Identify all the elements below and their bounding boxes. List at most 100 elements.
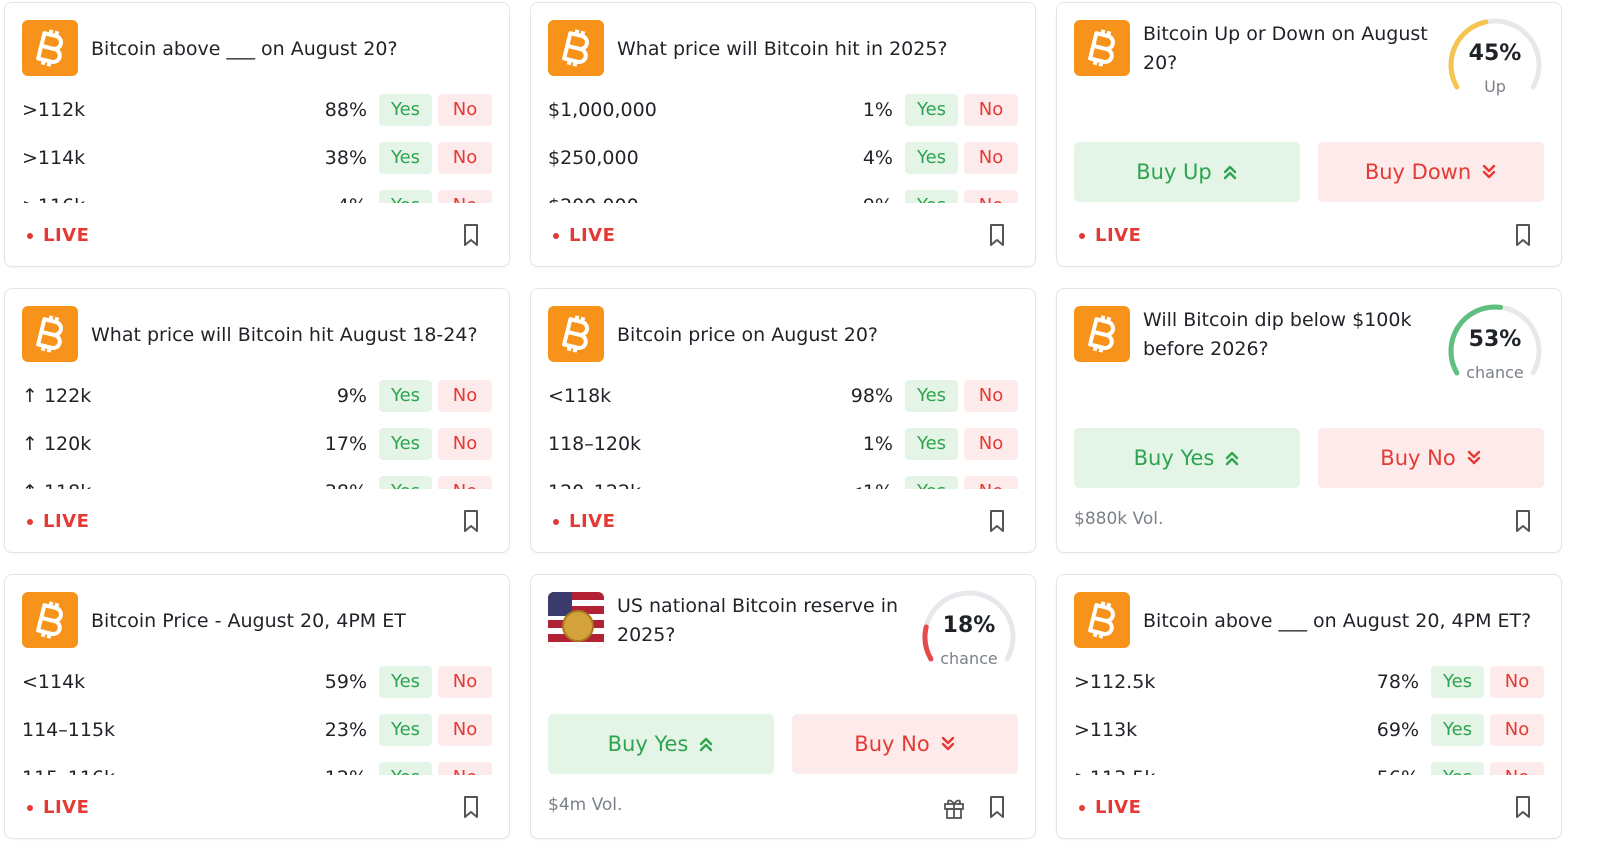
- buy-up-button[interactable]: Buy Yes: [548, 714, 774, 774]
- no-button[interactable]: No: [1490, 714, 1544, 746]
- yes-button[interactable]: Yes: [1431, 762, 1484, 775]
- outcome-label: >116k: [22, 195, 297, 203]
- no-button[interactable]: No: [438, 190, 492, 203]
- market-icon: [1074, 592, 1130, 648]
- no-button[interactable]: No: [964, 380, 1018, 412]
- bookmark-icon: [1516, 224, 1530, 246]
- market-title[interactable]: What price will Bitcoin hit August 18-24…: [91, 323, 478, 346]
- no-button[interactable]: No: [964, 142, 1018, 174]
- chevron-icon: [1467, 450, 1480, 465]
- market-card[interactable]: Bitcoin above ___ on August 20? >112k 88% Y…: [4, 2, 510, 267]
- yes-button[interactable]: Yes: [1431, 666, 1484, 698]
- buy-up-button[interactable]: Buy Yes: [1074, 428, 1300, 488]
- bookmark-button[interactable]: [1513, 509, 1533, 537]
- chevron-icon: [941, 736, 954, 751]
- no-button[interactable]: No: [438, 380, 492, 412]
- bookmark-icon: [1516, 796, 1530, 818]
- market-title[interactable]: Bitcoin Up or Down on August 20?: [1143, 23, 1428, 74]
- buy-down-button[interactable]: Buy Down: [1318, 142, 1544, 202]
- market-icon: [548, 306, 604, 362]
- yes-button[interactable]: Yes: [905, 94, 958, 126]
- no-button[interactable]: No: [438, 476, 492, 489]
- yes-button[interactable]: Yes: [905, 428, 958, 460]
- no-button[interactable]: No: [1490, 666, 1544, 698]
- buy-down-button[interactable]: Buy No: [1318, 428, 1544, 488]
- market-title[interactable]: US national Bitcoin reserve in 2025?: [617, 595, 899, 646]
- yes-button[interactable]: Yes: [379, 94, 432, 126]
- bookmark-button[interactable]: [461, 795, 481, 823]
- no-button[interactable]: No: [438, 762, 492, 775]
- bookmark-button[interactable]: [461, 223, 481, 251]
- no-button[interactable]: No: [438, 714, 492, 746]
- no-button[interactable]: No: [964, 428, 1018, 460]
- market-card[interactable]: Bitcoin Up or Down on August 20? 45% Up Buy…: [1056, 2, 1562, 267]
- market-title[interactable]: What price will Bitcoin hit in 2025?: [617, 37, 948, 60]
- gauge-caption: chance: [940, 649, 998, 668]
- buy-up-button[interactable]: Buy Up: [1074, 142, 1300, 202]
- market-card[interactable]: Bitcoin Price - August 20, 4PM ET <114k 59…: [4, 574, 510, 839]
- outcome-label: >113k: [1074, 719, 1138, 741]
- no-button[interactable]: No: [964, 94, 1018, 126]
- bookmark-button[interactable]: [987, 509, 1007, 537]
- no-button[interactable]: No: [438, 94, 492, 126]
- yes-button[interactable]: Yes: [905, 142, 958, 174]
- yes-button[interactable]: Yes: [379, 476, 432, 489]
- yes-button[interactable]: Yes: [379, 142, 432, 174]
- bookmark-icon: [990, 224, 1004, 246]
- yes-button[interactable]: Yes: [1431, 714, 1484, 746]
- outcome-chance: 88%: [324, 99, 367, 121]
- yes-button[interactable]: Yes: [905, 190, 958, 203]
- outcome-label: 115–116k: [22, 767, 297, 775]
- bookmark-icon: [464, 224, 478, 246]
- market-card[interactable]: Will Bitcoin dip below $100k before 2026…: [1056, 288, 1562, 553]
- yes-button[interactable]: Yes: [905, 476, 958, 489]
- market-card[interactable]: What price will Bitcoin hit in 2025? $1,0…: [530, 2, 1036, 267]
- bookmark-button[interactable]: [461, 509, 481, 537]
- market-title[interactable]: Will Bitcoin dip below $100k before 2026…: [1143, 309, 1412, 360]
- market-card[interactable]: What price will Bitcoin hit August 18-24…: [4, 288, 510, 553]
- market-icon: [548, 592, 604, 648]
- market-card[interactable]: US national Bitcoin reserve in 2025? 18% c…: [530, 574, 1036, 839]
- outcome-chance: 4%: [862, 147, 893, 169]
- flag-icon: [548, 592, 604, 648]
- market-icon: [1074, 20, 1130, 76]
- outcome-row: $1,000,000 1% Yes No: [548, 89, 1018, 131]
- no-button[interactable]: No: [438, 666, 492, 698]
- gauge-caption: Up: [1484, 77, 1506, 96]
- buy-down-button[interactable]: Buy No: [792, 714, 1018, 774]
- yes-button[interactable]: Yes: [379, 666, 432, 698]
- market-title[interactable]: Bitcoin above ___ on August 20, 4PM ET?: [1143, 609, 1532, 632]
- no-button[interactable]: No: [438, 428, 492, 460]
- outcome-chance: 78%: [1376, 671, 1419, 693]
- button-label: Buy Yes: [607, 732, 689, 756]
- no-button[interactable]: No: [1490, 762, 1544, 775]
- outcome-row: >113.5k56% Yes No: [1074, 757, 1544, 775]
- outcome-chance: 9%: [823, 195, 893, 203]
- no-button[interactable]: No: [964, 476, 1018, 489]
- no-button[interactable]: No: [438, 142, 492, 174]
- yes-button[interactable]: Yes: [905, 380, 958, 412]
- outcome-chance: 9%: [336, 385, 367, 407]
- yes-button[interactable]: Yes: [379, 428, 432, 460]
- button-label: Buy No: [854, 732, 930, 756]
- yes-button[interactable]: Yes: [379, 762, 432, 775]
- yes-button[interactable]: Yes: [379, 380, 432, 412]
- market-title[interactable]: Bitcoin above ___ on August 20?: [91, 37, 398, 60]
- market-card[interactable]: Bitcoin price on August 20? <118k 98% Yes No…: [530, 288, 1036, 553]
- yes-button[interactable]: Yes: [379, 190, 432, 203]
- market-title[interactable]: Bitcoin price on August 20?: [617, 323, 879, 346]
- bookmark-button[interactable]: [1513, 795, 1533, 823]
- bookmark-button[interactable]: [987, 795, 1007, 823]
- no-button[interactable]: No: [964, 190, 1018, 203]
- market-card[interactable]: Bitcoin above ___ on August 20, 4PM ET? >…: [1056, 574, 1562, 839]
- outcome-label: >114k: [22, 147, 86, 169]
- bookmark-button[interactable]: [1513, 223, 1533, 251]
- button-label: Buy No: [1380, 446, 1456, 470]
- yes-button[interactable]: Yes: [379, 714, 432, 746]
- bookmark-button[interactable]: [987, 223, 1007, 251]
- market-title[interactable]: Bitcoin Price - August 20, 4PM ET: [91, 609, 406, 632]
- outcome-label: <118k: [548, 385, 612, 407]
- gift-button[interactable]: [943, 797, 965, 823]
